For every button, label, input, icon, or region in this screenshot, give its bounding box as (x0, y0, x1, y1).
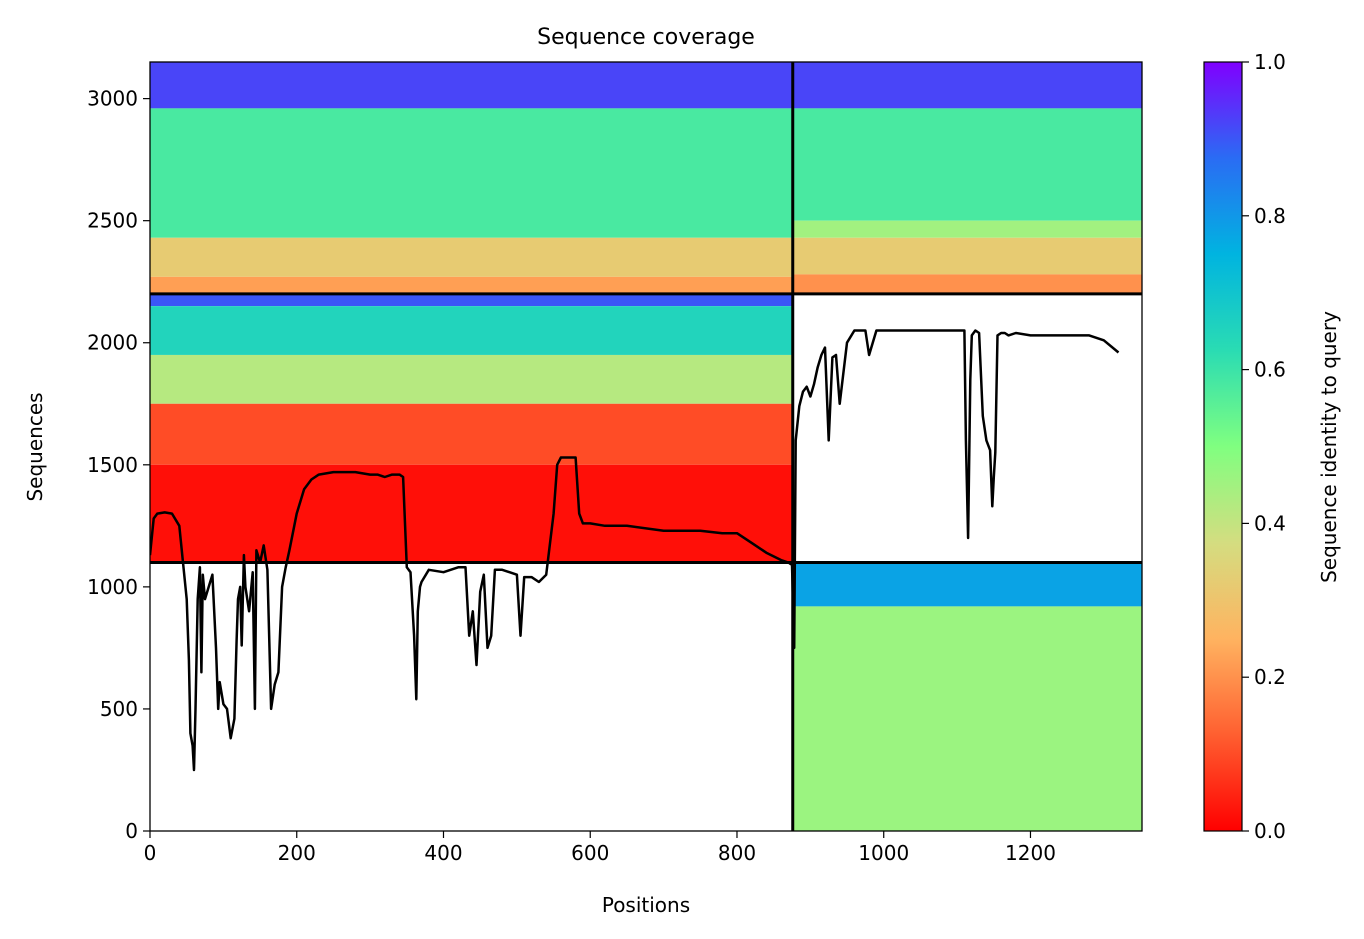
x-tick-label: 0 (144, 841, 157, 865)
coverage-block (792, 62, 1142, 294)
x-tick-label: 200 (278, 841, 316, 865)
identity-band (150, 354, 793, 404)
identity-band (792, 606, 1142, 831)
coverage-line-layer (150, 329, 1120, 772)
y-axis-label: Sequences (23, 392, 47, 501)
colorbar-gradient (1203, 61, 1243, 832)
x-tick-label: 400 (424, 841, 462, 865)
y-tick-label: 0 (125, 819, 138, 843)
colorbar-ticks: 0.0 0.2 0.4 0.6 0.8 1.0 (1242, 50, 1286, 843)
identity-band (150, 464, 793, 563)
colorbar-tick-label: 0.0 (1254, 819, 1286, 843)
coverage-block (150, 293, 793, 563)
identity-band (150, 237, 793, 277)
y-tick-label: 2000 (87, 331, 138, 355)
y-axis-ticks: 0 500 1000 1500 2000 2500 3000 (87, 87, 150, 843)
y-tick-label: 1000 (87, 575, 138, 599)
x-axis-label: Positions (602, 893, 690, 917)
identity-band (792, 237, 1142, 275)
colorbar-tick-label: 0.2 (1254, 665, 1286, 689)
x-tick-label: 1200 (1005, 841, 1056, 865)
colorbar-tick-label: 1.0 (1254, 50, 1286, 74)
colorbar-tick-label: 0.8 (1254, 204, 1286, 228)
chain-boundary-lines (150, 62, 1142, 831)
identity-band (792, 562, 1142, 607)
identity-band (150, 403, 793, 465)
identity-band (150, 276, 793, 294)
colorbar-tick-label: 0.4 (1254, 511, 1286, 535)
coverage-blocks (150, 62, 1142, 831)
identity-band (150, 306, 793, 355)
x-tick-label: 600 (571, 841, 609, 865)
colorbar: 0.0 0.2 0.4 0.6 0.8 1.0 Sequence identity to … (1203, 50, 1341, 843)
chart-title: Sequence coverage (537, 25, 755, 50)
y-tick-label: 3000 (87, 87, 138, 111)
coverage-block (792, 562, 1142, 831)
identity-band (150, 293, 793, 307)
plot-area (150, 62, 1142, 831)
x-tick-label: 800 (718, 841, 756, 865)
identity-band (150, 108, 793, 238)
y-tick-label: 1500 (87, 453, 138, 477)
x-axis-ticks: 0 200 400 600 800 1000 1200 (144, 831, 1056, 865)
plot-frame (149, 61, 1143, 832)
identity-band (792, 274, 1142, 294)
identity-band (792, 62, 1142, 109)
identity-band (150, 62, 793, 109)
colorbar-label: Sequence identity to query (1317, 311, 1341, 583)
x-tick-label: 1000 (858, 841, 909, 865)
identity-band (792, 220, 1142, 238)
y-tick-label: 2500 (87, 209, 138, 233)
coverage-block (150, 62, 793, 294)
y-tick-label: 500 (100, 697, 138, 721)
colorbar-tick-label: 0.6 (1254, 358, 1286, 382)
coverage-line (150, 329, 1120, 772)
identity-band (792, 108, 1142, 221)
